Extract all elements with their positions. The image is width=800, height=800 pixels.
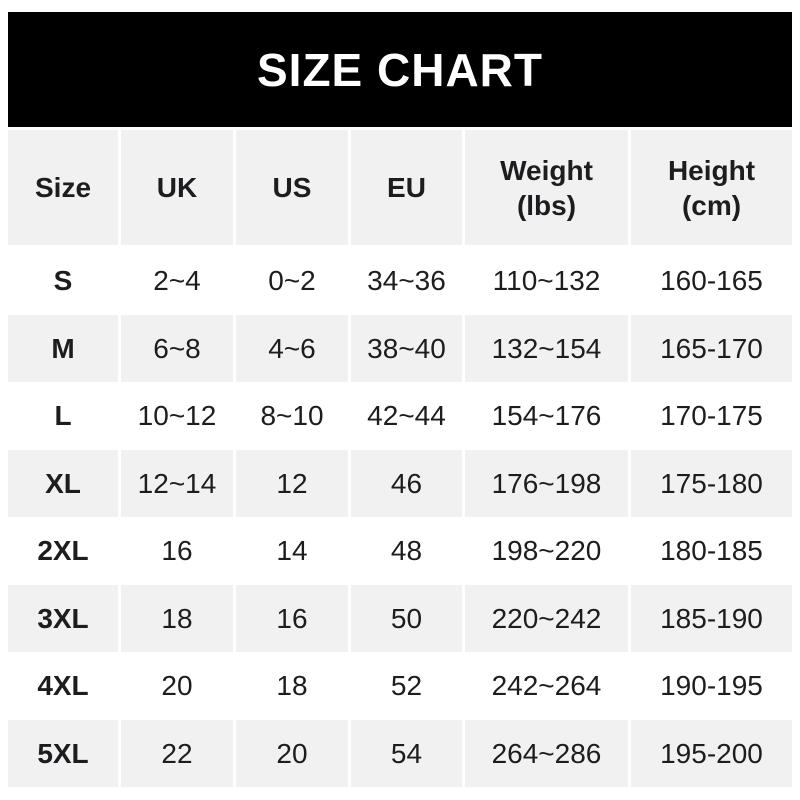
cell-value: 180-185 bbox=[631, 517, 792, 585]
column-header-height: Height (cm) bbox=[631, 130, 792, 245]
column-header-uk: UK bbox=[121, 130, 233, 245]
cell-value: 42~44 bbox=[351, 382, 462, 450]
cell-value: 50 bbox=[351, 584, 462, 652]
cell-value: 195-200 bbox=[631, 719, 792, 787]
cell-value: 170-175 bbox=[631, 382, 792, 450]
table-row: 2XL 16 14 48 198~220 180-185 bbox=[8, 517, 792, 585]
column-header-us: US bbox=[236, 130, 348, 245]
cell-value: 12 bbox=[236, 449, 348, 517]
cell-value: 220~242 bbox=[465, 584, 628, 652]
cell-value: 176~198 bbox=[465, 449, 628, 517]
title-banner: SIZE CHART bbox=[8, 12, 792, 127]
column-header-eu: EU bbox=[351, 130, 462, 245]
cell-size: 2XL bbox=[8, 517, 118, 585]
page-title: SIZE CHART bbox=[257, 43, 543, 96]
cell-value: 16 bbox=[236, 584, 348, 652]
cell-value: 18 bbox=[121, 584, 233, 652]
cell-value: 264~286 bbox=[465, 719, 628, 787]
cell-value: 20 bbox=[121, 652, 233, 720]
cell-value: 6~8 bbox=[121, 314, 233, 382]
table-row: S 2~4 0~2 34~36 110~132 160-165 bbox=[8, 247, 792, 315]
cell-value: 48 bbox=[351, 517, 462, 585]
table-row: XL 12~14 12 46 176~198 175-180 bbox=[8, 449, 792, 517]
cell-value: 190-195 bbox=[631, 652, 792, 720]
cell-value: 110~132 bbox=[465, 247, 628, 315]
table-row: 4XL 20 18 52 242~264 190-195 bbox=[8, 652, 792, 720]
cell-value: 242~264 bbox=[465, 652, 628, 720]
table-row: M 6~8 4~6 38~40 132~154 165-170 bbox=[8, 314, 792, 382]
cell-value: 34~36 bbox=[351, 247, 462, 315]
cell-value: 18 bbox=[236, 652, 348, 720]
cell-value: 20 bbox=[236, 719, 348, 787]
cell-value: 8~10 bbox=[236, 382, 348, 450]
cell-value: 132~154 bbox=[465, 314, 628, 382]
cell-value: 12~14 bbox=[121, 449, 233, 517]
cell-value: 2~4 bbox=[121, 247, 233, 315]
cell-size: L bbox=[8, 382, 118, 450]
cell-value: 54 bbox=[351, 719, 462, 787]
column-header-size: Size bbox=[8, 130, 118, 245]
size-table: Size UK US EU Weight (lbs) Height (cm) S 2~4 0~2 3… bbox=[8, 130, 792, 787]
cell-size: 4XL bbox=[8, 652, 118, 720]
cell-value: 10~12 bbox=[121, 382, 233, 450]
cell-value: 14 bbox=[236, 517, 348, 585]
cell-value: 22 bbox=[121, 719, 233, 787]
cell-value: 4~6 bbox=[236, 314, 348, 382]
table-row: L 10~12 8~10 42~44 154~176 170-175 bbox=[8, 382, 792, 450]
table-row: 3XL 18 16 50 220~242 185-190 bbox=[8, 584, 792, 652]
cell-value: 160-165 bbox=[631, 247, 792, 315]
cell-size: 5XL bbox=[8, 719, 118, 787]
cell-size: 3XL bbox=[8, 584, 118, 652]
table-row: 5XL 22 20 54 264~286 195-200 bbox=[8, 719, 792, 787]
cell-value: 16 bbox=[121, 517, 233, 585]
table-header-row: Size UK US EU Weight (lbs) Height (cm) bbox=[8, 130, 792, 245]
cell-value: 38~40 bbox=[351, 314, 462, 382]
cell-value: 175-180 bbox=[631, 449, 792, 517]
column-header-weight: Weight (lbs) bbox=[465, 130, 628, 245]
cell-size: XL bbox=[8, 449, 118, 517]
cell-value: 165-170 bbox=[631, 314, 792, 382]
cell-value: 46 bbox=[351, 449, 462, 517]
cell-value: 198~220 bbox=[465, 517, 628, 585]
cell-value: 0~2 bbox=[236, 247, 348, 315]
table-body: S 2~4 0~2 34~36 110~132 160-165 M 6~8 4~6 38~40 13… bbox=[8, 247, 792, 787]
cell-value: 154~176 bbox=[465, 382, 628, 450]
cell-size: S bbox=[8, 247, 118, 315]
cell-value: 185-190 bbox=[631, 584, 792, 652]
cell-value: 52 bbox=[351, 652, 462, 720]
cell-size: M bbox=[8, 314, 118, 382]
